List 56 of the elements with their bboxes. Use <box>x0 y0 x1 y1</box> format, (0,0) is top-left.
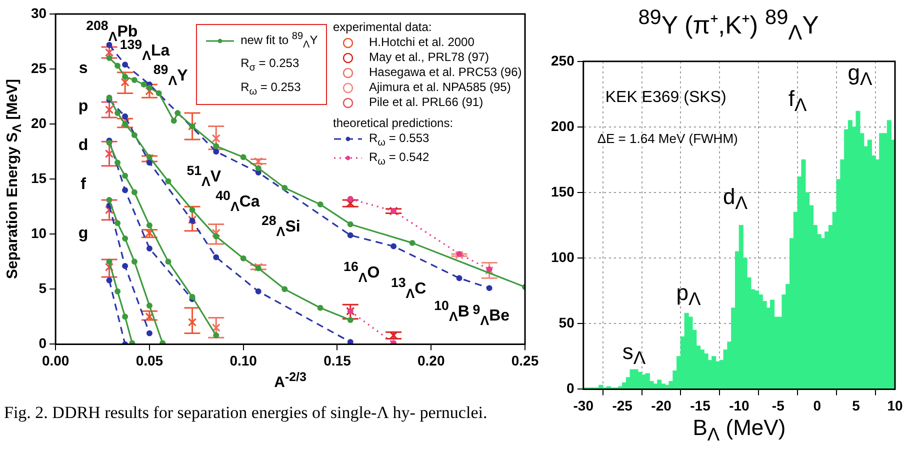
legend-label: new fit to $^{89}$$_{Λ}$Y <box>240 31 318 50</box>
annotation: experimental data: <box>333 20 433 35</box>
legend-label: R$_{ω}$ = 0.553 <box>369 131 430 148</box>
chart-title: $^{89}$Y (π⁺,K⁺) $^{89}$$_{Λ}$Y <box>637 6 820 46</box>
y-tick-label: 15 <box>30 170 47 186</box>
y-tick-label: 0 <box>566 380 575 396</box>
annotation: R$_{ω}$ = 0.253 <box>240 78 302 100</box>
legend-label: Ajimura et al. NPA585 (95) <box>369 80 511 94</box>
legend-label: H.Hotchi et al. 2000 <box>369 35 474 49</box>
x-tick-label: 0.00 <box>42 352 70 368</box>
y-tick-label: 20 <box>30 114 47 131</box>
y-tick-label: 10 <box>30 224 47 241</box>
x-tick-label: -15 <box>690 397 711 414</box>
y-tick-label: 0 <box>38 335 47 352</box>
x-tick-label: 0 <box>813 397 822 414</box>
annotation: R$_{σ}$ = 0.253 <box>240 55 300 76</box>
y-tick-label: 150 <box>551 183 575 200</box>
annotation: p$_{Λ}$ <box>676 280 701 310</box>
x-tick-label: 0.15 <box>324 352 352 368</box>
y-tick-label: 100 <box>551 248 575 265</box>
annotation: f <box>80 176 86 194</box>
x-tick-label: -10 <box>729 397 750 414</box>
caption: Fig. 2. DDRH results for separation energies of single-Λ hy- pernuclei. <box>4 403 488 423</box>
x-tick-label: 10 <box>887 397 903 414</box>
x-tick-label: -25 <box>612 397 633 414</box>
annotation: d$_{Λ}$ <box>723 184 748 214</box>
annotation: p <box>78 98 88 116</box>
annotation: d <box>78 137 88 156</box>
x-tick-label: -20 <box>651 397 672 414</box>
annotation: g <box>78 225 88 244</box>
x-axis-title: B$_{Λ}$ (MeV) <box>692 415 786 446</box>
x-tick-label: 0.20 <box>417 352 445 368</box>
y-tick-label: 25 <box>30 60 47 76</box>
x-tick-label: 0.05 <box>136 352 164 368</box>
legend-label: May et al., PRL78 (97) <box>369 50 490 64</box>
annotation: theoretical predictions: <box>333 116 454 131</box>
x-tick-label: -5 <box>772 397 785 414</box>
y-tick-label: 200 <box>551 118 575 134</box>
y-tick-label: 30 <box>30 4 47 21</box>
legend-label: Hasegawa et al. PRC53 (96) <box>369 65 522 79</box>
y-tick-label: 250 <box>551 52 575 68</box>
x-tick-label: 0.10 <box>230 352 258 368</box>
x-tick-label: 0.25 <box>511 352 539 368</box>
annotation: KEK E369 (SKS) <box>605 89 726 108</box>
annotation: s$_{Λ}$ <box>622 338 646 369</box>
legend-label: R$_{ω}$ = 0.542 <box>369 150 430 168</box>
y-tick-label: 50 <box>558 314 575 330</box>
annotation: g$_{Λ}$ <box>848 59 872 90</box>
annotation: f$_{Λ}$ <box>788 86 807 116</box>
annotation: ΔE = 1.64 MeV (FWHM) <box>597 131 738 146</box>
x-tick-label: -30 <box>573 397 594 414</box>
y-tick-label: 5 <box>38 280 47 296</box>
legend-label: Pile et al. PRL66 (91) <box>369 95 484 109</box>
x-tick-label: 5 <box>852 397 860 414</box>
x-axis-title: A$^{-2/3}$ <box>274 370 306 392</box>
annotation: s <box>78 60 88 78</box>
